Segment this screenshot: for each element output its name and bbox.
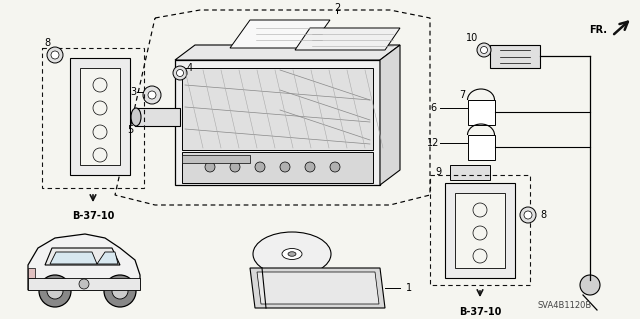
Text: SVA4B1120B: SVA4B1120B	[538, 300, 592, 309]
Polygon shape	[468, 100, 495, 125]
Text: 10: 10	[466, 33, 478, 43]
Circle shape	[143, 86, 161, 104]
Text: 8: 8	[44, 38, 50, 48]
Polygon shape	[230, 20, 330, 48]
Text: 9: 9	[435, 167, 441, 177]
Text: 12: 12	[427, 138, 439, 148]
Circle shape	[47, 283, 63, 299]
Polygon shape	[28, 268, 35, 278]
Circle shape	[51, 51, 59, 59]
Polygon shape	[445, 183, 515, 278]
Polygon shape	[468, 135, 495, 160]
Text: 4: 4	[187, 63, 193, 73]
Text: 1: 1	[406, 283, 412, 293]
Text: FR.: FR.	[589, 25, 607, 35]
Circle shape	[473, 226, 487, 240]
Text: 5: 5	[127, 125, 133, 135]
Circle shape	[205, 162, 215, 172]
Text: 6: 6	[430, 103, 436, 113]
Polygon shape	[175, 45, 400, 60]
Ellipse shape	[288, 252, 296, 256]
Circle shape	[93, 78, 107, 92]
Circle shape	[580, 275, 600, 295]
Bar	[430, 175, 530, 285]
Polygon shape	[70, 58, 130, 175]
Polygon shape	[28, 234, 140, 290]
Polygon shape	[45, 248, 120, 265]
Circle shape	[148, 91, 156, 99]
Polygon shape	[490, 45, 540, 68]
Circle shape	[520, 207, 536, 223]
Circle shape	[79, 279, 89, 289]
Circle shape	[104, 275, 136, 307]
Text: B-37-10: B-37-10	[459, 307, 501, 317]
Polygon shape	[257, 272, 379, 304]
Circle shape	[93, 101, 107, 115]
Circle shape	[93, 148, 107, 162]
Text: 7: 7	[459, 90, 465, 100]
Bar	[42, 48, 144, 188]
Polygon shape	[380, 45, 400, 185]
Ellipse shape	[253, 232, 331, 276]
Text: B-37-10: B-37-10	[72, 211, 114, 221]
Polygon shape	[97, 252, 118, 264]
Polygon shape	[175, 60, 380, 185]
Circle shape	[173, 66, 187, 80]
Circle shape	[477, 43, 491, 57]
Polygon shape	[182, 152, 373, 183]
Polygon shape	[80, 68, 120, 165]
Polygon shape	[182, 155, 250, 163]
Circle shape	[47, 47, 63, 63]
Text: 3: 3	[130, 87, 136, 97]
Polygon shape	[250, 268, 385, 308]
Text: 2: 2	[334, 3, 340, 13]
Circle shape	[280, 162, 290, 172]
Circle shape	[330, 162, 340, 172]
Polygon shape	[450, 165, 490, 180]
Polygon shape	[28, 278, 140, 290]
Circle shape	[230, 162, 240, 172]
Ellipse shape	[282, 249, 302, 259]
Circle shape	[93, 125, 107, 139]
Circle shape	[39, 275, 71, 307]
Ellipse shape	[131, 108, 141, 126]
Circle shape	[255, 162, 265, 172]
Circle shape	[473, 203, 487, 217]
Circle shape	[112, 283, 128, 299]
Polygon shape	[295, 28, 400, 50]
Text: 8: 8	[540, 210, 546, 220]
Polygon shape	[182, 68, 373, 150]
Polygon shape	[455, 193, 505, 268]
Circle shape	[305, 162, 315, 172]
Circle shape	[473, 249, 487, 263]
Circle shape	[524, 211, 532, 219]
Circle shape	[177, 70, 184, 77]
Circle shape	[481, 47, 488, 54]
Polygon shape	[50, 252, 97, 264]
Polygon shape	[135, 108, 180, 126]
